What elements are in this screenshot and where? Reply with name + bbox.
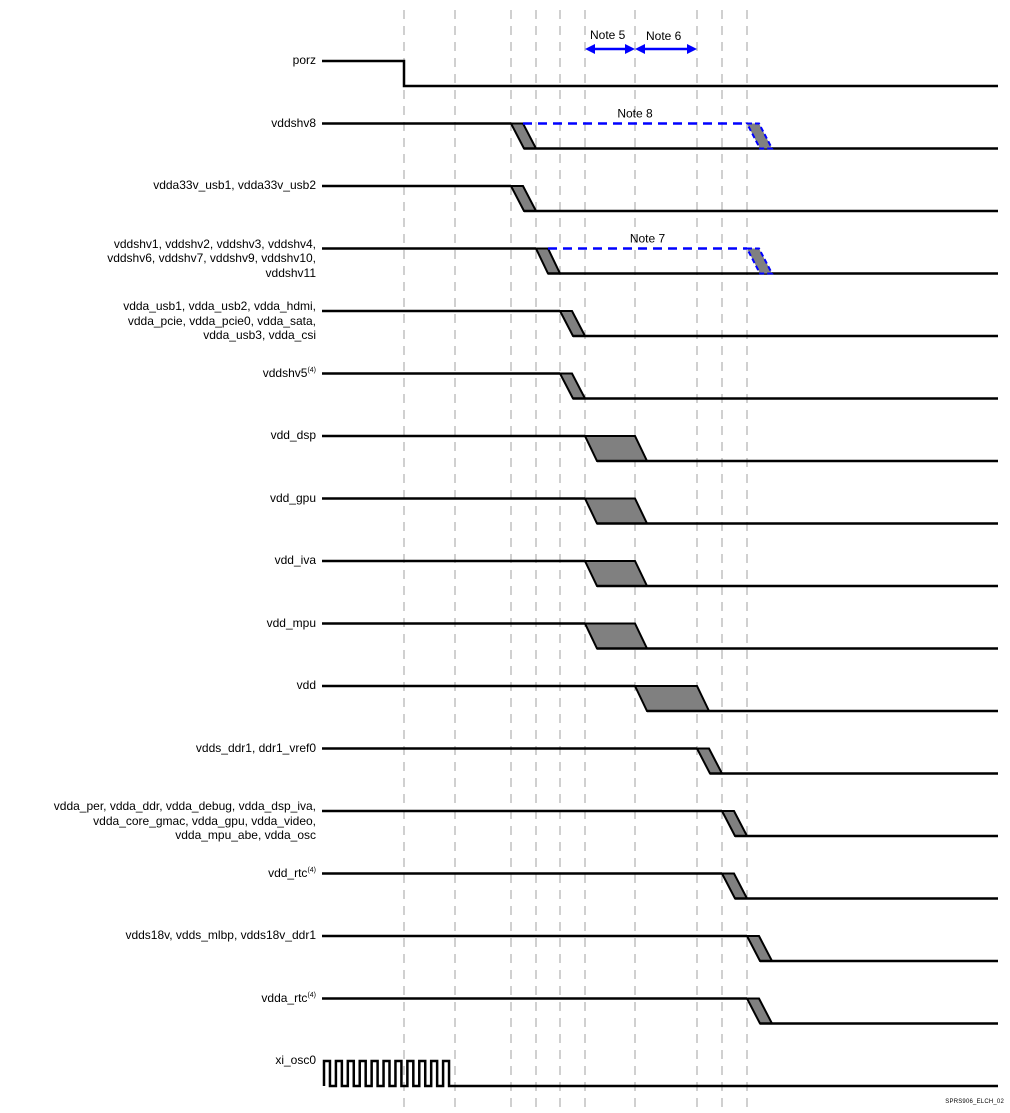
signal-label-line: xi_osc0 — [275, 1053, 316, 1067]
footnote-ref: (4) — [307, 866, 316, 874]
signal-label: vdds18v, vdds_mlbp, vdds18v_ddr1 — [125, 928, 316, 943]
signal-label: vddshv1, vddshv2, vddshv3, vddshv4, vddsh… — [107, 237, 316, 281]
ramp-down-shape — [509, 185, 538, 212]
signal-waveform — [322, 59, 998, 88]
ramp-down-shape — [583, 622, 649, 650]
signal-label-line: vddshv8 — [271, 115, 316, 130]
signal-label-line: vdd_dsp — [270, 428, 316, 442]
note8-label: Note 8 — [617, 107, 653, 121]
figure-id: SPRS906_ELCH_02 — [945, 1099, 1004, 1105]
ramp-down-shape — [583, 435, 649, 462]
ramp-down-shape — [745, 997, 774, 1025]
signal-label-line: vdd_mpu — [266, 615, 316, 630]
ramp-down-shape — [509, 122, 538, 150]
note-6-label: Note 6 — [646, 29, 682, 43]
signal-label-line: vddshv6, vddshv7, vddshv9, vddshv10, — [107, 251, 316, 265]
signal-label-line: porz — [292, 53, 316, 67]
signal-label: vdd_mpu — [267, 616, 316, 631]
signal-label: vdd_gpu — [270, 491, 316, 506]
ramp-down-shape — [720, 872, 749, 900]
signal-label: porz — [293, 53, 316, 68]
clock-waveform — [322, 1059, 998, 1088]
dashed-ramp-shape — [745, 247, 774, 275]
note7-label: Note 7 — [630, 232, 666, 246]
ramp-down-shape — [534, 247, 562, 275]
note-6-arrow-head-right — [687, 44, 697, 54]
note-5-arrow-head-right — [625, 44, 635, 54]
signal-label-line: vdda_usb3, vdda_csi — [203, 328, 316, 342]
signal-label: vdd_rtc(4) — [268, 866, 316, 881]
signal-label: xi_osc0 — [275, 1053, 316, 1068]
signal-label-line: vdda_mpu_abe, vdda_osc — [175, 828, 316, 842]
signal-label-line: vdd_iva — [274, 553, 316, 567]
dashed-ramp-shape — [745, 122, 774, 150]
signal-label: vdda_per, vdda_ddr, vdda_debug, vdda_dsp… — [54, 799, 316, 843]
signal-label: vdd_dsp — [271, 428, 316, 443]
ramp-down-shape — [695, 747, 724, 775]
ramp-down-shape — [720, 810, 749, 837]
signal-label-line: vdda_per, vdda_ddr, vdda_debug, vdda_dsp… — [53, 799, 316, 813]
footnote-ref: (4) — [307, 366, 316, 374]
signal-label-line: vdd_rtc — [268, 865, 308, 880]
signal-label-line: vdda_rtc — [261, 990, 308, 1005]
signal-label-line: vddshv11 — [265, 265, 316, 280]
ramp-down-shape — [745, 935, 774, 962]
signal-label-line: vdda_pcie, vdda_pcie0, vdda_sata, — [127, 313, 316, 328]
note-5-label: Note 5 — [590, 28, 626, 42]
signal-label-line: vddshv1, vddshv2, vddshv3, vddshv4, — [113, 236, 316, 251]
signal-label: vddshv8 — [271, 116, 316, 131]
ramp-down-shape — [558, 372, 587, 400]
signal-label-line: vdds_ddr1, ddr1_vref0 — [195, 740, 316, 755]
note-5-arrow-head-left — [585, 44, 595, 54]
signal-label-line: vdda33v_usb1, vdda33v_usb2 — [153, 178, 316, 192]
footnote-ref: (4) — [307, 991, 316, 999]
note-6-arrow-head-left — [635, 44, 645, 54]
signal-label: vdd_iva — [275, 553, 316, 568]
signal-label: vdda_usb1, vdda_usb2, vdda_hdmi, vdda_pci… — [123, 299, 316, 343]
ramp-down-shape — [558, 310, 587, 337]
signal-label: vdds_ddr1, ddr1_vref0 — [196, 741, 316, 756]
ramp-down-shape — [583, 497, 649, 525]
ramp-down-shape — [583, 560, 649, 587]
signal-label-line: vdd — [296, 678, 316, 692]
signal-label: vdd — [297, 678, 316, 693]
signal-label-line: vdds18v, vdds_mlbp, vdds18v_ddr1 — [125, 928, 316, 942]
signal-label-line: vdd_gpu — [269, 490, 316, 505]
signal-label: vddshv5(4) — [263, 366, 316, 381]
signal-label: vdda_rtc(4) — [261, 991, 316, 1006]
ramp-down-shape — [633, 685, 711, 712]
signal-label-line: vdda_usb1, vdda_usb2, vdda_hdmi, — [123, 299, 316, 313]
signal-label-line: vdda_core_gmac, vdda_gpu, vdda_video, — [93, 813, 316, 828]
signal-label: vdda33v_usb1, vdda33v_usb2 — [153, 178, 316, 193]
signal-label-line: vddshv5 — [262, 365, 308, 380]
